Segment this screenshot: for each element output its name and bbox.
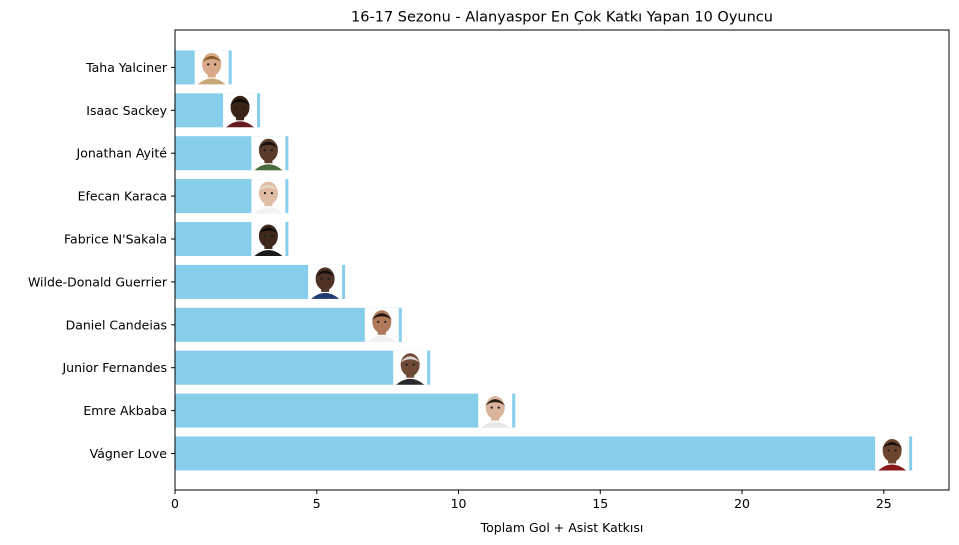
plot-frame <box>174 29 950 491</box>
x-tick-label-4: 20 <box>734 496 750 511</box>
y-tick-label-2: Junior Fernandes <box>61 360 167 375</box>
player-photo-0 <box>875 436 910 471</box>
player-photo-9 <box>194 50 229 85</box>
y-tick-label-0: Vágner Love <box>90 446 168 461</box>
y-tick-label-5: Fabrice N'Sakala <box>64 232 167 247</box>
player-photo-1 <box>478 393 513 428</box>
bar-2 <box>175 350 431 385</box>
x-tick-label-1: 5 <box>313 496 321 511</box>
player-photo-2 <box>393 350 428 385</box>
y-tick-label-7: Jonathan Ayité <box>76 146 168 161</box>
player-photo-5 <box>251 222 286 256</box>
player-photo-8 <box>223 93 258 128</box>
player-photo-4 <box>308 264 343 299</box>
y-tick-label-8: Isaac Sackey <box>86 103 167 118</box>
bar-1 <box>175 393 516 428</box>
x-tick-label-5: 25 <box>876 496 892 511</box>
x-tick-label-2: 10 <box>451 496 467 511</box>
chart-title: 16-17 Sezonu - Alanyaspor En Çok Katkı Y… <box>351 10 773 26</box>
y-tick-label-4: Wilde-Donald Guerrier <box>28 274 168 289</box>
player-photos-group <box>194 50 910 471</box>
player-photo-7 <box>251 136 286 171</box>
x-tick-label-3: 15 <box>592 496 608 511</box>
y-tick-label-6: Efecan Karaca <box>78 189 167 204</box>
y-tick-label-3: Daniel Candeias <box>66 317 167 332</box>
y-tick-label-1: Emre Akbaba <box>83 403 167 418</box>
player-photo-3 <box>364 307 399 342</box>
y-axis: Vágner Love Emre Akbaba Junior Fernandes Da… <box>28 60 175 461</box>
bars-group <box>175 50 913 471</box>
bar-0 <box>175 436 913 471</box>
x-tick-label-0: 0 <box>171 496 179 511</box>
x-axis: 0 5 10 15 20 25 <box>171 490 892 511</box>
player-photo-6 <box>251 179 286 214</box>
y-tick-label-9: Taha Yalciner <box>85 60 168 75</box>
x-axis-label: Toplam Gol + Asist Katkısı <box>480 520 644 535</box>
bar-3 <box>175 307 402 342</box>
